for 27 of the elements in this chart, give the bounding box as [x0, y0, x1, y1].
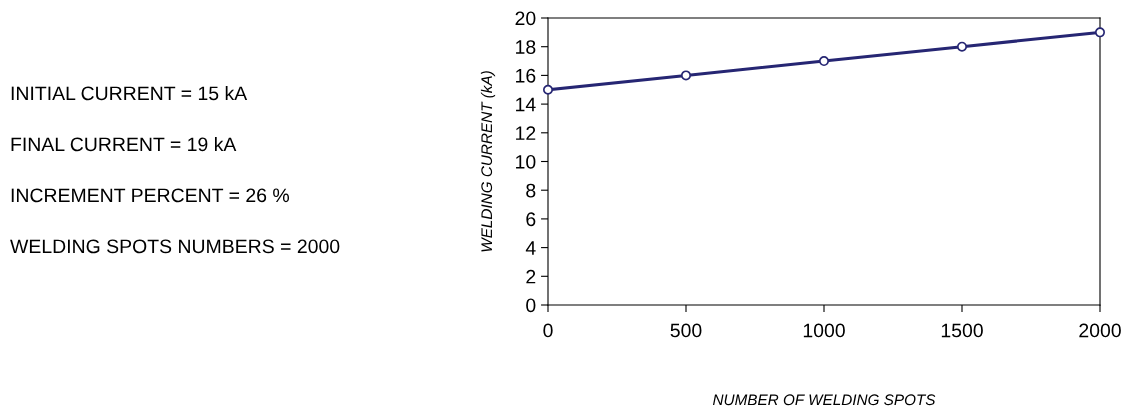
x-tick-label: 1500 [941, 323, 983, 338]
text: FINAL CURRENT = 19 kA [11, 136, 237, 152]
x-tick-label: 0 [543, 323, 553, 338]
y-tick-label: 8 [526, 183, 536, 198]
x-tick-label: 1000 [803, 323, 845, 338]
y-tick-label: 4 [525, 241, 536, 255]
y-tick-label: 18 [516, 40, 536, 54]
y-tick-label: 0 [526, 298, 536, 313]
y-tick-label: 6 [526, 212, 536, 227]
point [1094, 27, 1106, 38]
y-tick-label: 20 [515, 11, 536, 26]
y-tick-label: 14 [516, 97, 536, 112]
text: INITIAL CURRENT = 15 kA [11, 85, 248, 101]
point [680, 70, 692, 81]
y-tick-label: 10 [516, 154, 536, 169]
point [956, 41, 968, 52]
point [542, 84, 554, 95]
x-axis-title: NUMBER OF WELDING SPOTS [712, 394, 936, 406]
x-tick-label: 500 [670, 323, 702, 338]
text: WELDING SPOTS NUMBERS = 2000 [10, 239, 340, 254]
x-tick-label: 2000 [1079, 323, 1121, 338]
point [818, 56, 830, 67]
text: INCREMENT PERCENT = 26 % [11, 188, 290, 203]
y-tick-label: 12 [516, 126, 536, 140]
y-tick-label: 16 [516, 68, 536, 83]
y-tick-label: 2 [526, 269, 536, 284]
y-axis-title: WELDING CURRENT (kA) [480, 71, 496, 252]
